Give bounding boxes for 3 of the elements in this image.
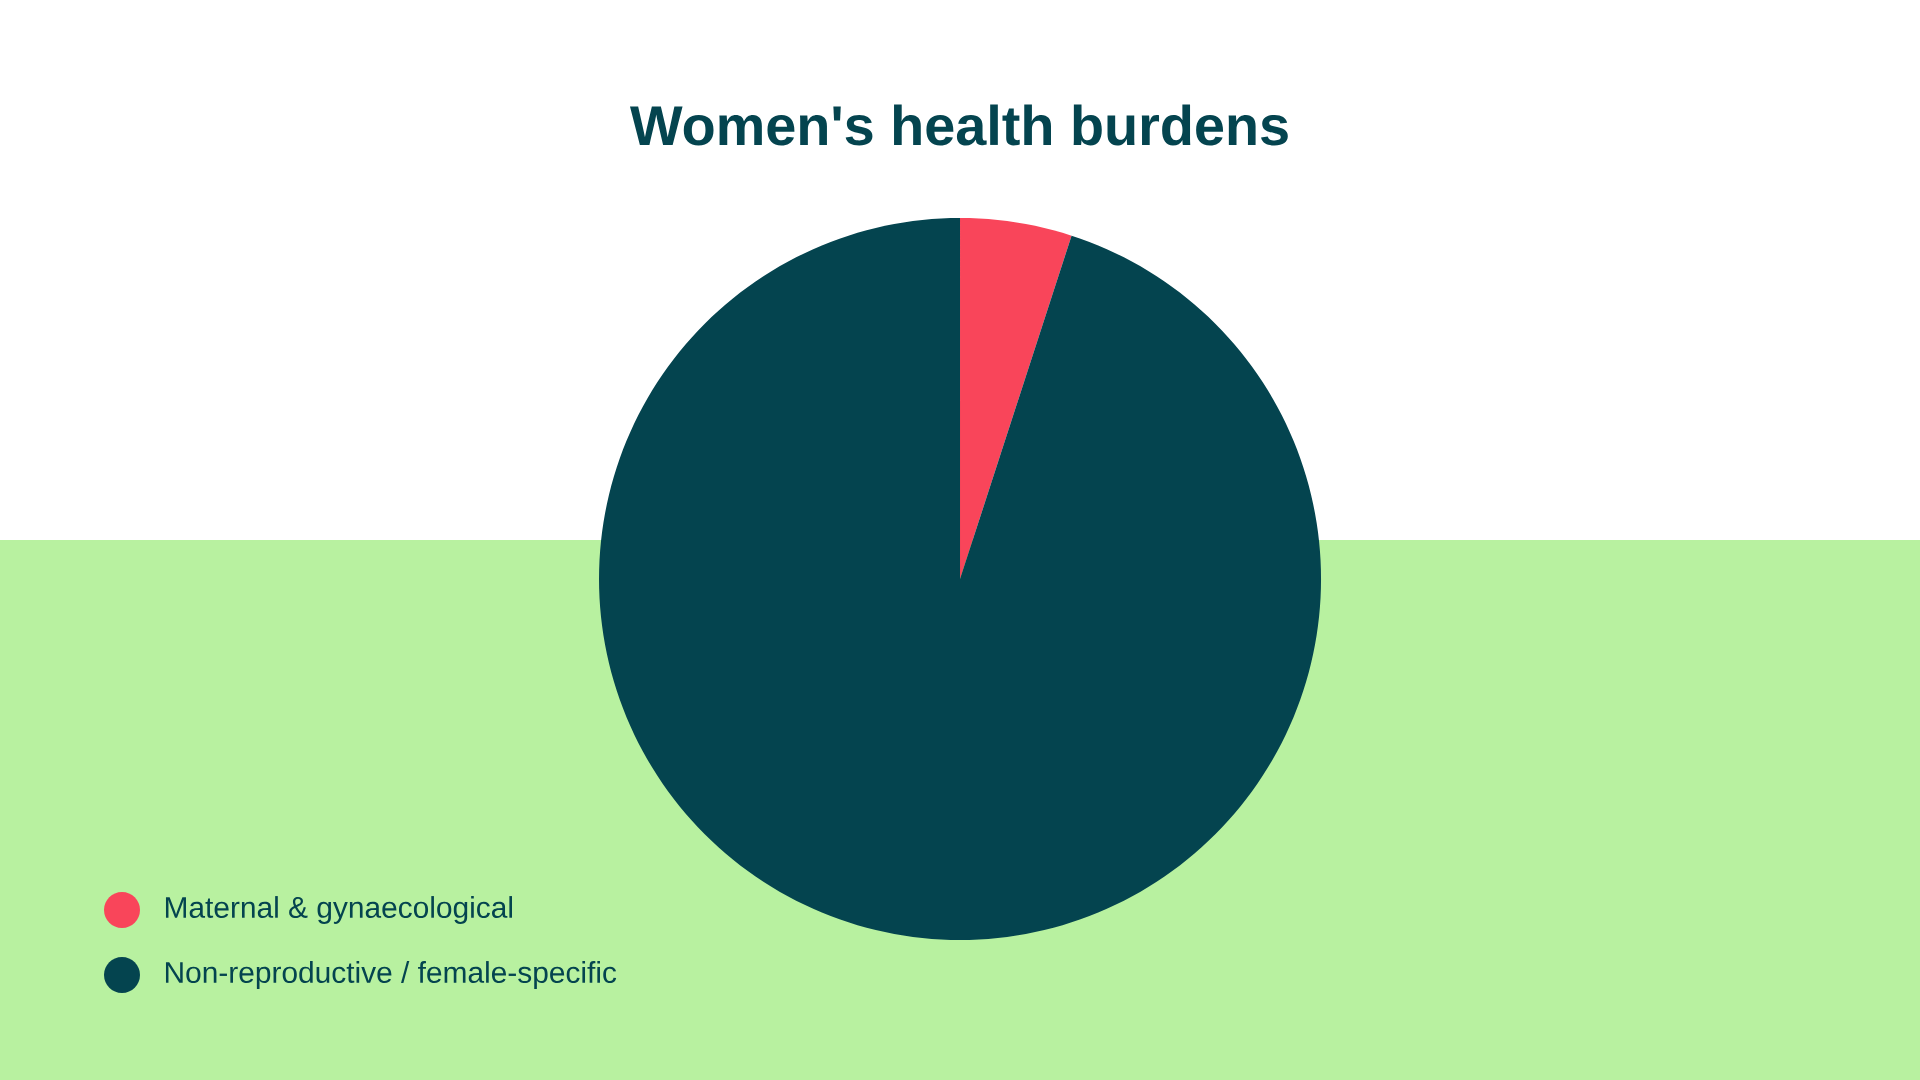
chart-title: Women's health burdens — [629, 104, 1288, 146]
legend-label: Non-reproductive / female-specific — [165, 961, 617, 989]
legend-label: Maternal & gynaecological — [165, 896, 512, 924]
